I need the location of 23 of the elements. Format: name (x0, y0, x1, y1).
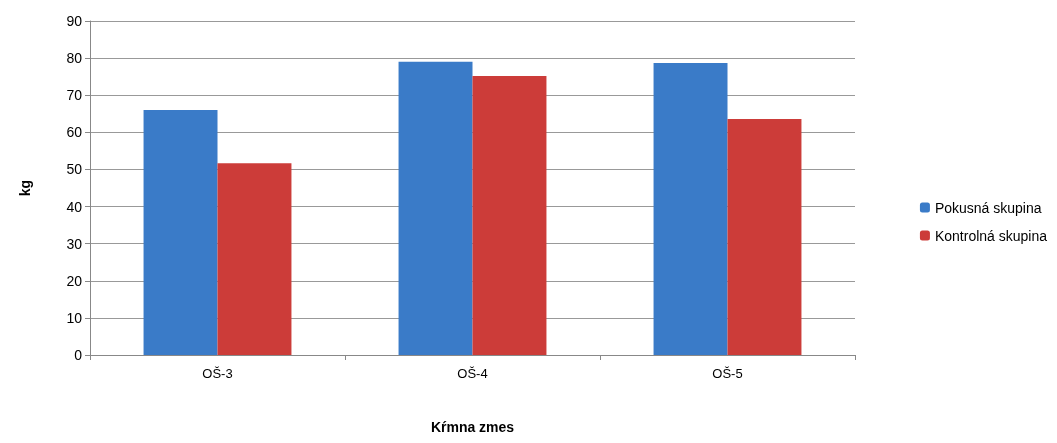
bar (398, 61, 473, 355)
x-tick-label: OŠ-4 (457, 366, 488, 381)
bar (727, 118, 802, 355)
y-tick-label: 80 (66, 50, 83, 67)
legend-label: Kontrolná skupina (934, 227, 1048, 244)
x-tick-label: OŠ-3 (202, 366, 233, 381)
bar (472, 75, 547, 355)
y-tick-label: 50 (66, 161, 83, 178)
x-axis-title: Kŕmna zmes (430, 419, 515, 435)
y-tick-label: 40 (66, 198, 83, 215)
bar (653, 62, 728, 355)
bar (143, 110, 218, 355)
y-tick-label: 0 (74, 347, 83, 363)
y-tick-label: 90 (66, 13, 83, 29)
bar (217, 163, 292, 355)
x-tick-label: OŠ-5 (712, 366, 743, 381)
y-axis-title: kg (17, 179, 33, 197)
y-tick-label: 30 (66, 235, 83, 252)
legend-label: Pokusná skupina (934, 199, 1042, 216)
y-tick-label: 70 (66, 87, 83, 104)
y-tick-label: 10 (66, 309, 83, 326)
y-tick-label: 20 (66, 272, 83, 289)
y-tick-label: 60 (66, 124, 83, 141)
